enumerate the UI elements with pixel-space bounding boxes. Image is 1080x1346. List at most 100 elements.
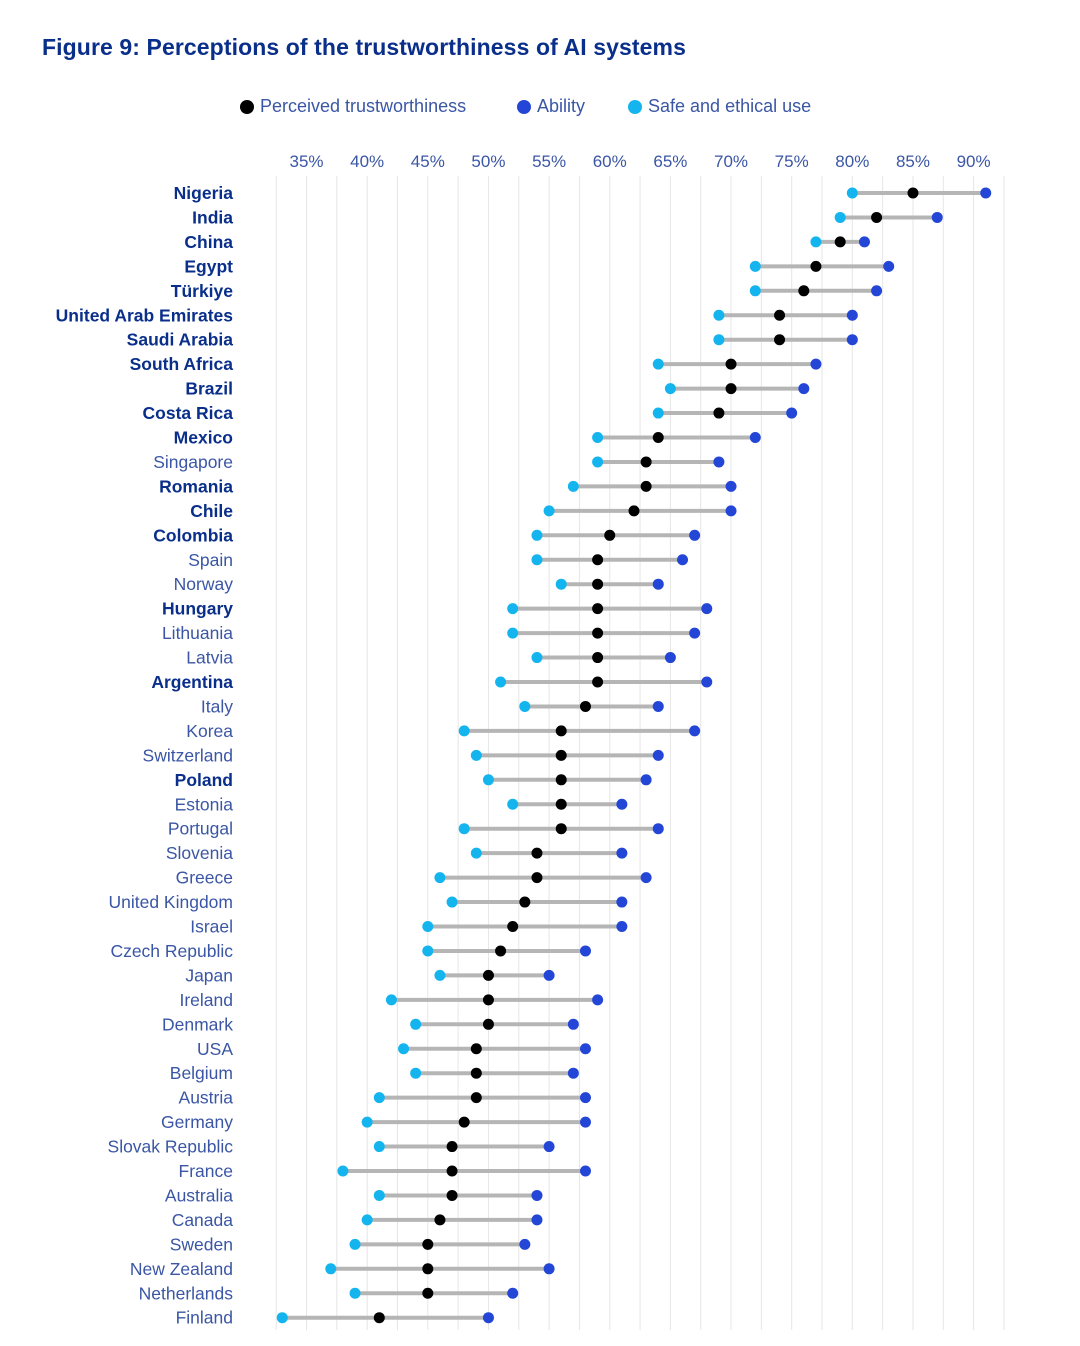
ability-dot (616, 921, 628, 932)
safe-dot (507, 627, 519, 639)
ability-dot (507, 1287, 519, 1299)
safe-dot (337, 1165, 349, 1177)
perceived-dot (592, 676, 604, 688)
legend-item-ability: Ability (517, 96, 585, 117)
country-label: United Kingdom (108, 892, 233, 912)
x-tick-label: 70% (714, 152, 748, 171)
safe-dot (846, 187, 858, 199)
country-label: Korea (186, 721, 233, 741)
ability-dot (519, 1238, 531, 1250)
country-label: Costa Rica (143, 403, 234, 423)
safe-dot (434, 969, 446, 981)
safe-dot (531, 529, 543, 541)
country-label: Saudi Arabia (127, 330, 234, 350)
country-label: Czech Republic (110, 941, 233, 961)
perceived-dot (907, 187, 919, 199)
legend-dot-safe-icon (628, 99, 642, 114)
country-label: Egypt (184, 256, 233, 276)
perceived-dot (628, 505, 640, 517)
country-label: Argentina (151, 672, 233, 692)
safe-dot (373, 1141, 385, 1153)
perceived-dot (446, 1189, 458, 1201)
x-tick-label: 75% (775, 152, 809, 171)
safe-dot (592, 456, 604, 468)
country-label: France (179, 1161, 233, 1181)
ability-dot (858, 236, 870, 248)
ability-dot (567, 1067, 579, 1079)
perceived-dot (640, 480, 652, 492)
ability-dot (482, 1312, 494, 1324)
safe-dot (749, 260, 761, 272)
ability-dot (701, 676, 713, 688)
perceived-dot (579, 700, 591, 712)
country-label: Netherlands (139, 1283, 234, 1303)
ability-dot (749, 432, 761, 443)
x-tick-label: 45% (411, 152, 445, 171)
country-label: Türkiye (171, 281, 234, 301)
perceived-dot (446, 1141, 458, 1153)
safe-dot (458, 725, 470, 737)
ability-dot (531, 1214, 543, 1226)
country-label: Singapore (153, 452, 233, 472)
x-tick-label: 55% (532, 152, 566, 171)
perceived-dot (871, 211, 883, 223)
ability-dot (701, 603, 713, 615)
ability-dot (677, 554, 689, 566)
ability-dot (786, 407, 798, 419)
perceived-dot (434, 1214, 446, 1226)
safe-dot (410, 1018, 422, 1030)
perceived-dot (640, 456, 652, 468)
perceived-dot (555, 749, 567, 761)
safe-dot (543, 505, 555, 517)
ability-dot (664, 652, 676, 664)
chart-plot: 35% 40% 45% 50% 55% 60% 65% 70% 75% 80% 85% 90% Nige… (56, 152, 1005, 1330)
country-label: Sweden (170, 1234, 233, 1254)
ability-dot (713, 456, 725, 468)
country-label: Romania (159, 476, 233, 496)
safe-dot (507, 603, 519, 615)
ability-dot (543, 1141, 555, 1153)
perceived-dot (446, 1165, 458, 1177)
perceived-dot (834, 236, 846, 248)
safe-dot (470, 749, 482, 761)
perceived-dot (555, 725, 567, 737)
safe-dot (592, 432, 604, 443)
x-tick-label: 50% (471, 152, 505, 171)
safe-dot (482, 774, 494, 786)
perceived-dot (652, 432, 664, 443)
ability-dot (579, 1165, 591, 1177)
safe-dot (422, 921, 434, 932)
ability-dot (640, 774, 652, 786)
country-label: Nigeria (174, 183, 234, 203)
ability-dot (652, 578, 664, 590)
safe-dot (361, 1214, 373, 1226)
legend-dot-perceived-icon (240, 99, 254, 114)
ability-dot (652, 700, 664, 712)
safe-dot (276, 1312, 288, 1324)
country-label: India (192, 207, 233, 227)
x-tick-label: 60% (593, 152, 627, 171)
safe-dot (507, 798, 519, 810)
perceived-dot (798, 285, 810, 297)
ability-dot (798, 383, 810, 395)
country-label: Lithuania (162, 623, 233, 643)
legend-label-safe: Safe and ethical use (648, 96, 812, 116)
perceived-dot (810, 260, 822, 272)
ability-dot (846, 309, 858, 321)
safe-dot (713, 334, 725, 346)
perceived-dot (470, 1067, 482, 1079)
ability-dot (579, 945, 591, 957)
ability-dot (689, 725, 701, 737)
country-label: Spain (188, 550, 233, 570)
country-label: United Arab Emirates (56, 305, 234, 325)
safe-dot (567, 480, 579, 492)
safe-dot (349, 1287, 361, 1299)
perceived-dot (774, 334, 786, 346)
legend-item-perceived: Perceived trustworthiness (240, 96, 466, 117)
country-label: Belgium (170, 1063, 233, 1083)
ability-dot (652, 749, 664, 761)
perceived-dot (725, 358, 737, 370)
perceived-dot (470, 1092, 482, 1104)
safe-dot (555, 578, 567, 590)
perceived-dot (482, 1018, 494, 1030)
